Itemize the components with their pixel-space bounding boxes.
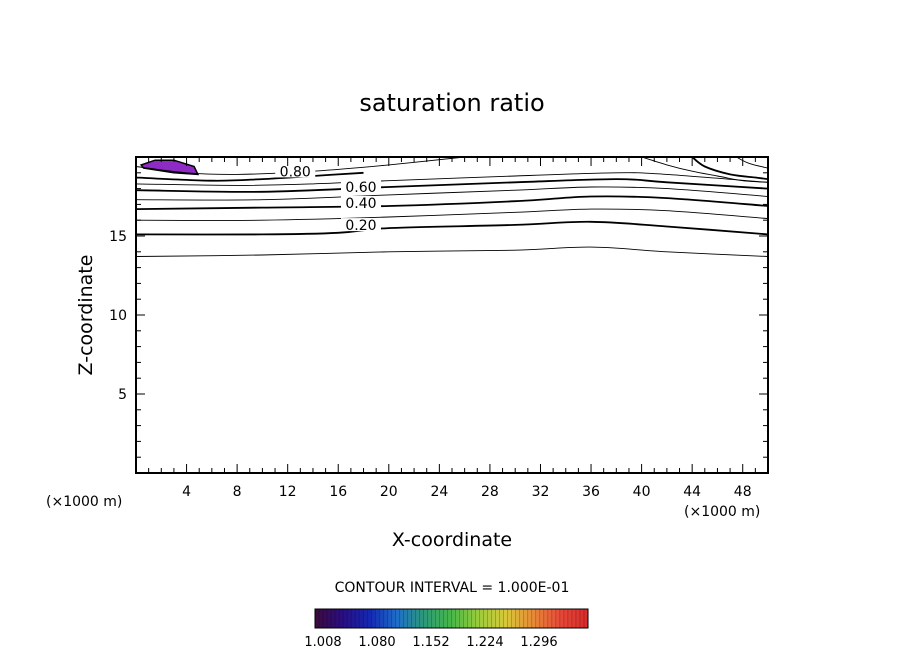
contour-interval-text: CONTOUR INTERVAL = 1.000E-01	[335, 580, 570, 596]
contour-label-background	[340, 218, 381, 232]
contour-label-background	[275, 164, 316, 178]
contour-line-0-30	[135, 208, 769, 221]
contour-line-0-40	[135, 195, 769, 210]
contour-line-top-right-3	[736, 156, 769, 169]
supersaturated-region	[139, 159, 200, 176]
contour-line-0-60	[135, 178, 769, 193]
colorbar-tick-labels: 1.008 1.080 1.152 1.224 1.296	[304, 635, 557, 650]
x-tick-labels: 4 8 12 16 20 24 28 32 36 40 44 48	[182, 484, 752, 500]
contour-label-layer: 0.20 0.400.60 0.80	[275, 164, 381, 234]
contour-line-top-right-1	[691, 156, 769, 180]
contour-line-0-10	[135, 246, 769, 257]
y-axis-label: Z-coordinate	[75, 255, 97, 376]
contour-label-background	[340, 180, 381, 194]
x-tick-label: 16	[329, 484, 347, 500]
x-tick-label: 32	[532, 484, 550, 500]
x-tick-label: 8	[233, 484, 242, 500]
colorbar-gradient	[315, 609, 588, 628]
contour-line-0-80	[135, 171, 364, 182]
y-tick-label: 10	[109, 308, 127, 324]
colorbar: 1.008 1.080 1.152 1.224 1.296	[304, 608, 589, 650]
y-tick-labels: 5 10 15	[109, 229, 127, 403]
x-tick-label: 28	[481, 484, 499, 500]
filled-region-layer	[139, 159, 200, 176]
x-tick-label: 20	[380, 484, 398, 500]
contour-line-top-right-2	[641, 156, 769, 183]
contour-line-0-20	[135, 220, 769, 236]
x-tick-label: 40	[633, 484, 651, 500]
x-axis-label: X-coordinate	[392, 529, 512, 551]
colorbar-tick-label: 1.224	[466, 635, 503, 650]
contour-line-0-50	[135, 186, 769, 201]
colorbar-frame	[314, 608, 589, 629]
colorbar-tick-label: 1.080	[358, 635, 395, 650]
colorbar-tick-label: 1.152	[412, 635, 449, 650]
x-unit-label-left: (×1000 m)	[46, 494, 122, 510]
contour-line-0-70	[135, 172, 769, 186]
x-tick-label: 4	[182, 484, 191, 500]
tick-mark-layer	[136, 157, 768, 473]
plot-frame	[135, 156, 769, 474]
y-tick-label: 5	[118, 387, 127, 403]
colorbar-tick-label: 1.296	[520, 635, 557, 650]
x-tick-label: 24	[430, 484, 448, 500]
y-tick-label: 15	[109, 229, 127, 245]
x-tick-label: 48	[734, 484, 752, 500]
colorbar-tick-label: 1.008	[304, 635, 341, 650]
x-tick-label: 12	[279, 484, 297, 500]
x-unit-label-right: (×1000 m)	[684, 504, 760, 520]
x-tick-label: 44	[683, 484, 701, 500]
contour-label: 0.20	[345, 218, 376, 234]
x-tick-label: 36	[582, 484, 600, 500]
contour-label-background	[340, 195, 381, 209]
plot-area: 0.20 0.400.60 0.80	[135, 156, 769, 474]
colorbar-stripes	[318, 609, 585, 628]
contour-layer	[135, 156, 769, 257]
chart-title: saturation ratio	[359, 89, 544, 117]
contour-label: 0.60	[345, 180, 376, 196]
contour-label: 0.80	[280, 164, 311, 180]
contour-label: 0.40	[345, 196, 376, 212]
